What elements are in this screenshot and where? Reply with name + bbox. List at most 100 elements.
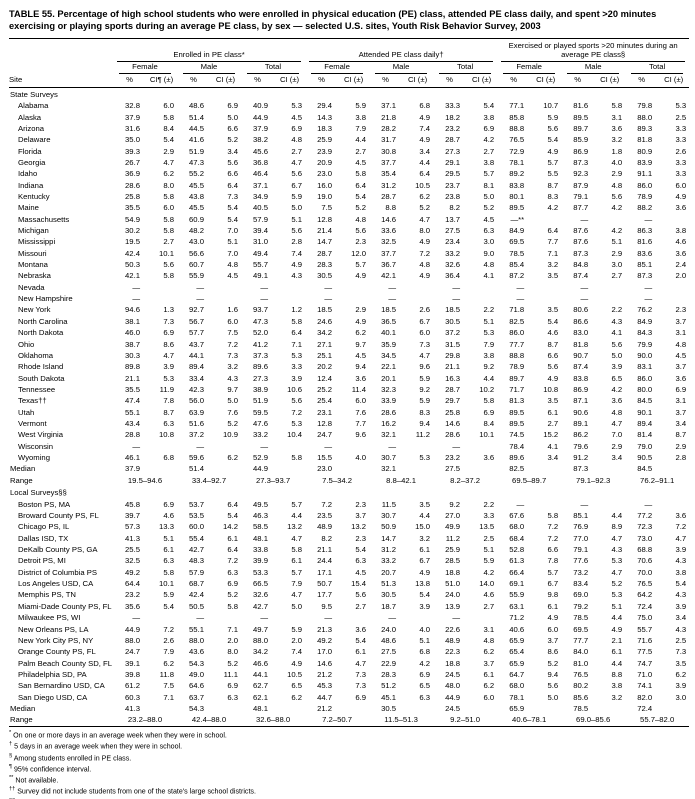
percent-cell: 72.3 [637, 522, 653, 532]
percent-cell: 23.1 [317, 407, 333, 417]
ci-cell: 3.0 [675, 692, 687, 702]
ci-cell: 3.1 [611, 112, 623, 122]
ci-cell: 4.8 [419, 260, 431, 270]
percent-cell: 7.5 [321, 203, 333, 213]
percent-cell: 76.5 [637, 579, 653, 589]
ci-cell: 4.2 [611, 384, 623, 394]
ci-cell [466, 294, 497, 305]
ci-cell: 2.9 [355, 305, 367, 315]
percent-cell: 83.8 [573, 373, 589, 383]
ci-cell: 15.4 [351, 579, 367, 589]
ci-cell: 6.1 [611, 647, 623, 657]
ci-cell: 6.2 [675, 669, 687, 679]
ci-cell: 4.9 [675, 192, 687, 202]
ci-cell: 3.8 [675, 226, 687, 236]
percent-cell: 7.2 [321, 499, 333, 509]
site-cell: Arizona [18, 123, 45, 133]
ci-cell: 4.5 [227, 271, 238, 281]
percent-cell: 32.6 [253, 590, 268, 600]
ci-cell: 4.2 [547, 203, 559, 213]
ci-cell: 4.9 [355, 316, 367, 326]
ci-cell: 7.7 [547, 237, 559, 247]
table-row: Miami-Dade County PS, FL 35.6 5.4 50.5 5.8 42… [9, 601, 689, 612]
table-row: Utah 55.1 8.7 63.9 7.6 59.5 7.2 23.1 7.6 28.6 8.3 2… [9, 407, 689, 418]
ci-cell: 5.6 [611, 192, 623, 202]
site-cell: San Bernardino USD, CA [18, 681, 105, 691]
ci-cell: 5.7 [291, 499, 303, 509]
percent-cell: 32.1 [381, 430, 397, 440]
ci-cell [466, 703, 497, 714]
ci-cell: 1.8 [611, 146, 623, 156]
percent-cell: 83.8 [509, 180, 525, 190]
ci-cell: 2.0 [675, 271, 687, 281]
percent-cell: 80.0 [637, 384, 653, 394]
ci-column-header: CI (±) [594, 73, 626, 88]
percent-cell: 49.5 [253, 499, 268, 509]
table-row: New Orleans PS, LA 44.9 7.2 55.1 7.1 49.7 5.9 2… [9, 624, 689, 635]
ci-cell: 6.0 [419, 328, 431, 338]
table-row: San Bernardino USD, CA 61.2 7.5 64.6 6.9 62.7… [9, 681, 689, 692]
percent-cell: 15.5 [317, 452, 333, 462]
ci-cell: 4.8 [483, 260, 495, 270]
percent-cell: 44.5 [189, 123, 204, 133]
percent-cell: 86.6 [573, 316, 589, 326]
percent-cell: 37.2 [189, 430, 204, 440]
ci-cell: 6.2 [483, 647, 495, 657]
ci-cell: 10.8 [543, 384, 559, 394]
percent-cell: 28.8 [125, 430, 140, 440]
ci-cell: 13.5 [479, 522, 495, 532]
percent-cell: 32.5 [381, 237, 397, 247]
percent-cell: 29.5 [445, 169, 461, 179]
ci-cell: 3.9 [611, 362, 623, 372]
percent-cell: 84.9 [637, 316, 653, 326]
percent-cell: 65.4 [509, 647, 525, 657]
ci-cell [466, 441, 497, 452]
ci-cell: 4.7 [291, 533, 303, 543]
ci-cell: 8.3 [419, 407, 431, 417]
percent-cell: 33.6 [381, 226, 397, 236]
percent-cell: 27.3 [253, 373, 268, 383]
percent-cell: 51.6 [189, 418, 204, 428]
ci-cell [658, 294, 689, 305]
ci-cell: 4.3 [611, 316, 623, 326]
ci-cell: 2.8 [291, 237, 303, 247]
percent-cell: 73.2 [573, 567, 589, 577]
ci-cell: 6.7 [547, 579, 559, 589]
percent-cell: 80.6 [573, 305, 589, 315]
percent-cell: 47.3 [253, 316, 268, 326]
table-row: Rhode Island 89.8 3.9 89.4 3.2 89.6 3.3 20.2 9.4… [9, 362, 689, 373]
percent-cell: 87.6 [573, 226, 589, 236]
percent-cell: 62.7 [253, 681, 268, 691]
ci-cell: 7.9 [355, 123, 367, 133]
percent-cell: 86.0 [637, 180, 653, 190]
range-cell: 55.7–82.0 [640, 715, 675, 725]
percent-cell: 49.2 [317, 635, 333, 645]
ci-cell: 6.3 [163, 418, 174, 428]
percent-cell: 57.9 [253, 214, 268, 224]
ci-cell: 5.8 [227, 601, 238, 611]
percent-cell: 55.9 [189, 271, 204, 281]
ci-cell: 8.0 [163, 180, 174, 190]
percent-cell: 37.2 [445, 328, 461, 338]
ci-cell: 5.6 [611, 339, 623, 349]
ci-cell: 6.0 [227, 316, 238, 326]
percent-cell: 44.9 [125, 624, 140, 634]
ci-cell: 6.3 [483, 226, 495, 236]
percent-cell: — [132, 441, 140, 451]
ci-cell: 4.7 [291, 158, 303, 167]
percent-cell: 68.0 [509, 522, 525, 532]
ci-cell [466, 464, 497, 475]
percent-cell: 18.2 [445, 112, 461, 122]
ci-cell: 2.6 [163, 635, 174, 645]
ci-cell: 4.7 [163, 350, 174, 360]
site-cell: Wisconsin [18, 441, 54, 451]
percent-cell: 28.6 [125, 180, 140, 190]
ci-cell: 3.1 [675, 396, 687, 406]
percent-cell: 27.5 [381, 647, 397, 657]
site-cell: Dallas ISD, TX [18, 533, 69, 543]
percent-cell: 80.9 [637, 146, 653, 156]
percent-cell: 89.5 [509, 203, 525, 213]
ci-cell: 8.1 [483, 180, 495, 190]
percent-cell: 22.1 [381, 362, 397, 372]
site-cell: Mississippi [18, 237, 56, 247]
